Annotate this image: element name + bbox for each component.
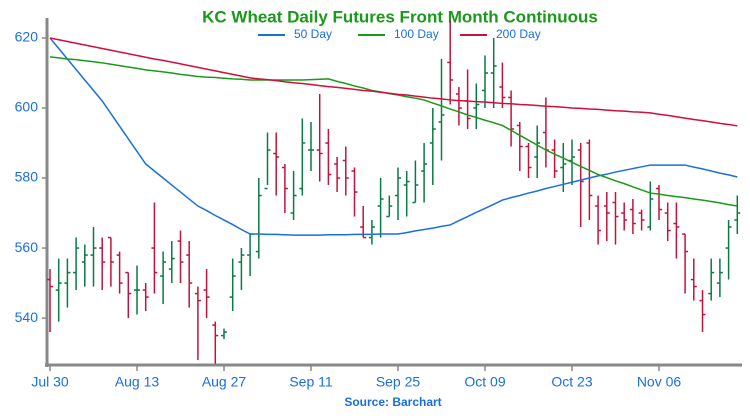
x-tick-label: Sep 25 <box>376 374 421 390</box>
y-tick-label: 580 <box>15 169 39 185</box>
x-tick-label: Aug 27 <box>202 374 247 390</box>
x-tick-label: Jul 30 <box>31 374 69 390</box>
legend-label: 200 Day <box>496 27 541 41</box>
x-tick-label: Nov 06 <box>637 374 682 390</box>
y-tick-label: 540 <box>15 309 39 325</box>
ma-line <box>49 56 738 207</box>
ma-line <box>49 37 738 236</box>
y-tick-label: 600 <box>15 99 39 115</box>
x-tick-label: Oct 09 <box>464 374 505 390</box>
x-tick-label: Aug 13 <box>115 374 160 390</box>
ma-line <box>49 37 738 127</box>
y-tick-label: 560 <box>15 239 39 255</box>
legend-label: 50 Day <box>294 27 332 41</box>
legend-label: 100 Day <box>394 27 439 41</box>
chart-title: KC Wheat Daily Futures Front Month Conti… <box>202 7 598 26</box>
source: Source: Barchart <box>344 395 441 409</box>
x-tick-label: Sep 11 <box>289 374 333 390</box>
x-tick-label: Oct 23 <box>551 374 592 390</box>
y-tick-label: 620 <box>15 29 39 45</box>
